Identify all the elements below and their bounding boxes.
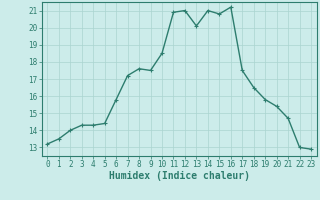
X-axis label: Humidex (Indice chaleur): Humidex (Indice chaleur) [109, 171, 250, 181]
